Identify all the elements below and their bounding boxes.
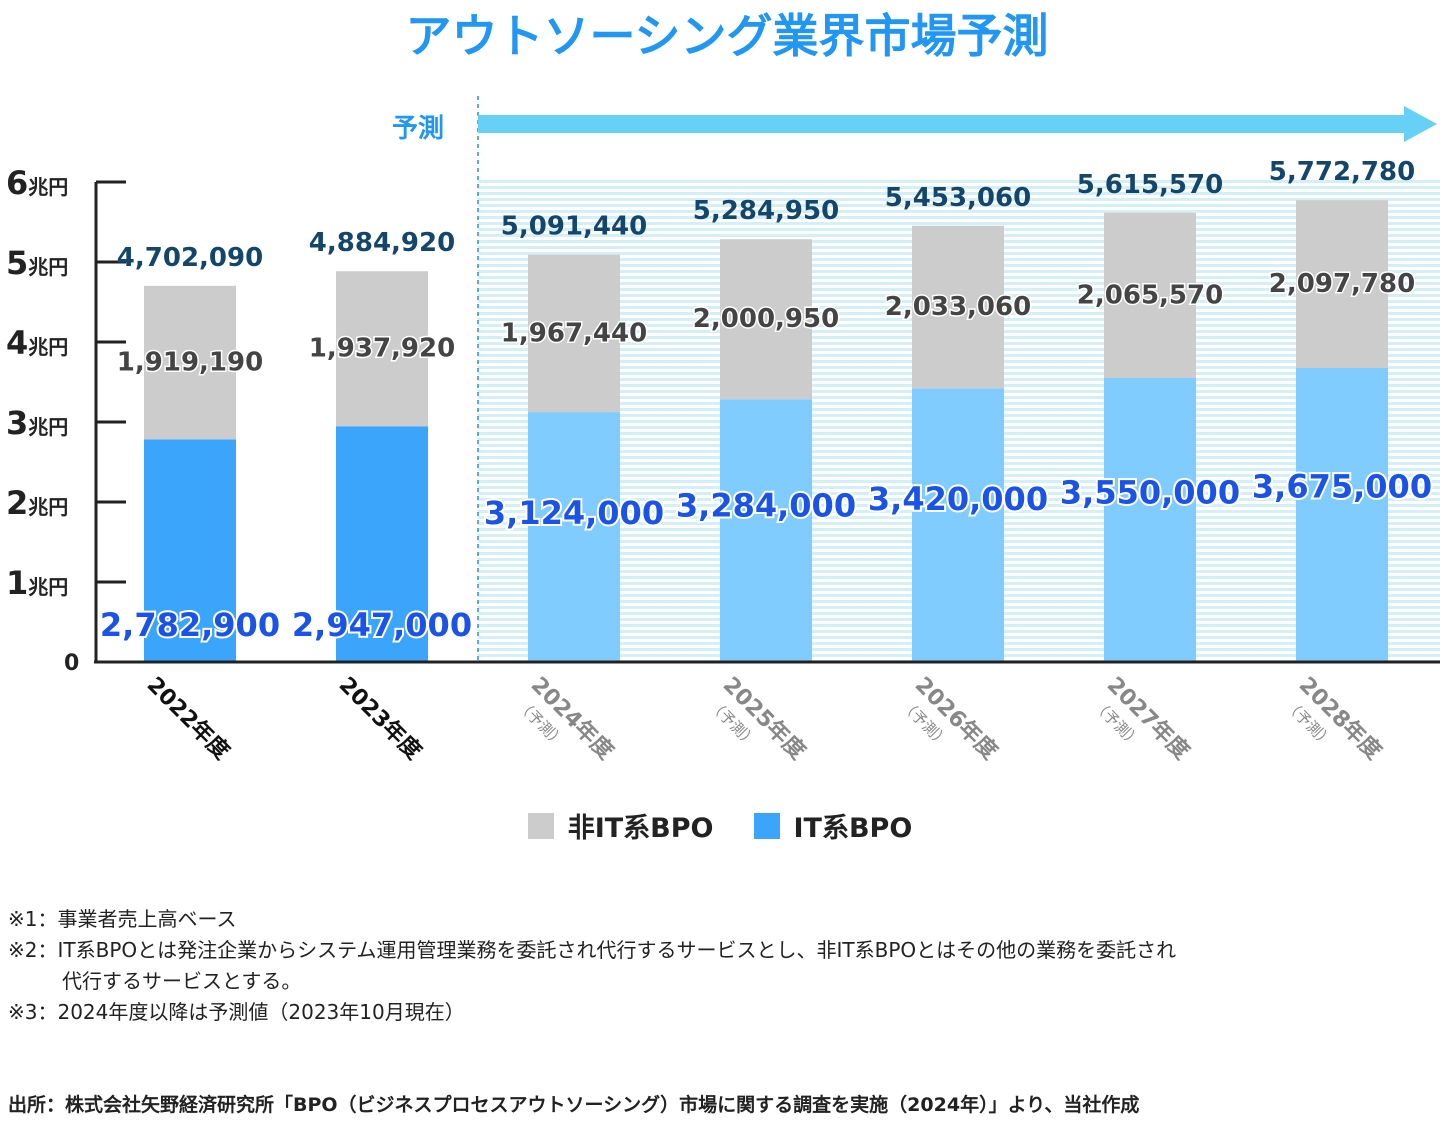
bar-it-bpo — [720, 399, 812, 662]
data-label-total: 5,453,060 — [885, 183, 1031, 213]
y-tick-number: 4 — [6, 324, 28, 362]
y-tick-number: 1 — [6, 564, 28, 602]
data-label-it-bpo: 3,675,000 — [1252, 468, 1432, 506]
bar-non-it-bpo — [720, 239, 812, 400]
data-label-it-bpo: 3,124,000 — [484, 494, 664, 532]
y-tick-number: 3 — [6, 404, 28, 442]
y-tick-number: 2 — [6, 484, 28, 522]
data-label-it-bpo: 2,947,000 — [292, 606, 472, 644]
legend-swatch-it — [753, 812, 780, 839]
data-label-non-it-bpo: 1,967,440 — [501, 318, 647, 348]
forecast-label: 予測 — [392, 114, 444, 144]
data-label-non-it-bpo: 1,937,920 — [309, 334, 455, 364]
bar-non-it-bpo — [528, 254, 620, 413]
data-label-total: 5,091,440 — [501, 212, 647, 242]
footnote-1: ※1：事業者売上高ベース — [8, 907, 237, 931]
data-label-total: 4,702,090 — [117, 243, 263, 273]
data-label-non-it-bpo: 2,000,950 — [693, 304, 839, 334]
y-tick-label: 1兆円 — [6, 564, 68, 602]
y-tick-label: 3兆円 — [6, 404, 68, 442]
data-label-it-bpo: 3,550,000 — [1060, 474, 1240, 512]
stacked-bar-chart: アウトソーシング業界市場予測 予測01兆円2兆円3兆円4兆円5兆円6兆円2,78… — [6, 9, 1440, 766]
data-label-it-bpo: 3,420,000 — [868, 480, 1048, 518]
legend-item-non-it: 非IT系BPO — [527, 806, 714, 845]
x-tick-label: 2023年度 — [334, 672, 428, 766]
forecast-arrow-shaft — [478, 115, 1404, 133]
y-tick-number: 5 — [6, 244, 28, 282]
bar-non-it-bpo — [1104, 212, 1196, 378]
footnotes: ※1：事業者売上高ベース ※2：IT系BPOとは発注企業からシステム運用管理業務… — [8, 904, 1176, 1028]
data-label-non-it-bpo: 2,065,570 — [1077, 280, 1223, 310]
legend: 非IT系BPO IT系BPO — [0, 806, 1440, 845]
y-tick-number: 0 — [64, 651, 79, 676]
y-tick-unit: 兆円 — [28, 335, 68, 359]
data-label-total: 4,884,920 — [309, 228, 455, 258]
y-tick-unit: 兆円 — [28, 415, 68, 439]
legend-swatch-non-it — [527, 812, 554, 839]
legend-label-it: IT系BPO — [793, 813, 913, 844]
y-tick-unit: 兆円 — [28, 575, 68, 599]
x-tick-label: 2022年度 — [142, 672, 236, 766]
bar-non-it-bpo — [1296, 200, 1388, 368]
bar-non-it-bpo — [912, 225, 1004, 389]
footnote-3: ※3：2024年度以降は予測値（2023年10月現在） — [8, 1000, 465, 1024]
bar-it-bpo — [1104, 378, 1196, 662]
y-tick-label: 0 — [64, 651, 79, 676]
y-tick-unit: 兆円 — [28, 495, 68, 519]
y-tick-number: 6 — [6, 164, 28, 202]
bar-it-bpo — [144, 439, 236, 662]
bar-non-it-bpo — [336, 271, 428, 427]
y-tick-label: 6兆円 — [6, 164, 68, 202]
data-label-non-it-bpo: 1,919,190 — [117, 348, 263, 378]
y-tick-label: 5兆円 — [6, 244, 68, 282]
bar-it-bpo — [528, 412, 620, 662]
legend-item-it: IT系BPO — [753, 806, 913, 845]
forecast-arrow-head — [1404, 106, 1437, 142]
y-tick-label: 4兆円 — [6, 324, 68, 362]
bar-non-it-bpo — [144, 285, 236, 440]
chart-title: アウトソーシング業界市場予測 — [405, 9, 1048, 63]
footnote-2-continued: 代行するサービスとする。 — [62, 969, 302, 993]
data-label-non-it-bpo: 2,097,780 — [1269, 269, 1415, 299]
data-label-total: 5,772,780 — [1269, 157, 1415, 187]
data-label-non-it-bpo: 2,033,060 — [885, 292, 1031, 322]
bar-it-bpo — [1296, 368, 1388, 662]
bar-it-bpo — [912, 388, 1004, 662]
data-label-it-bpo: 2,782,900 — [100, 606, 280, 644]
footnote-2: ※2：IT系BPOとは発注企業からシステム運用管理業務を委託され代行するサービス… — [8, 938, 1177, 962]
y-tick-unit: 兆円 — [28, 175, 68, 199]
data-label-it-bpo: 3,284,000 — [676, 486, 856, 524]
bar-it-bpo — [336, 426, 428, 662]
data-label-total: 5,284,950 — [693, 196, 839, 226]
y-tick-label: 2兆円 — [6, 484, 68, 522]
source-citation: 出所：株式会社矢野経済研究所「BPO（ビジネスプロセスアウトソーシング）市場に関… — [8, 1094, 1140, 1116]
data-label-total: 5,615,570 — [1077, 170, 1223, 200]
y-tick-unit: 兆円 — [28, 255, 68, 279]
legend-label-non-it: 非IT系BPO — [567, 813, 714, 844]
